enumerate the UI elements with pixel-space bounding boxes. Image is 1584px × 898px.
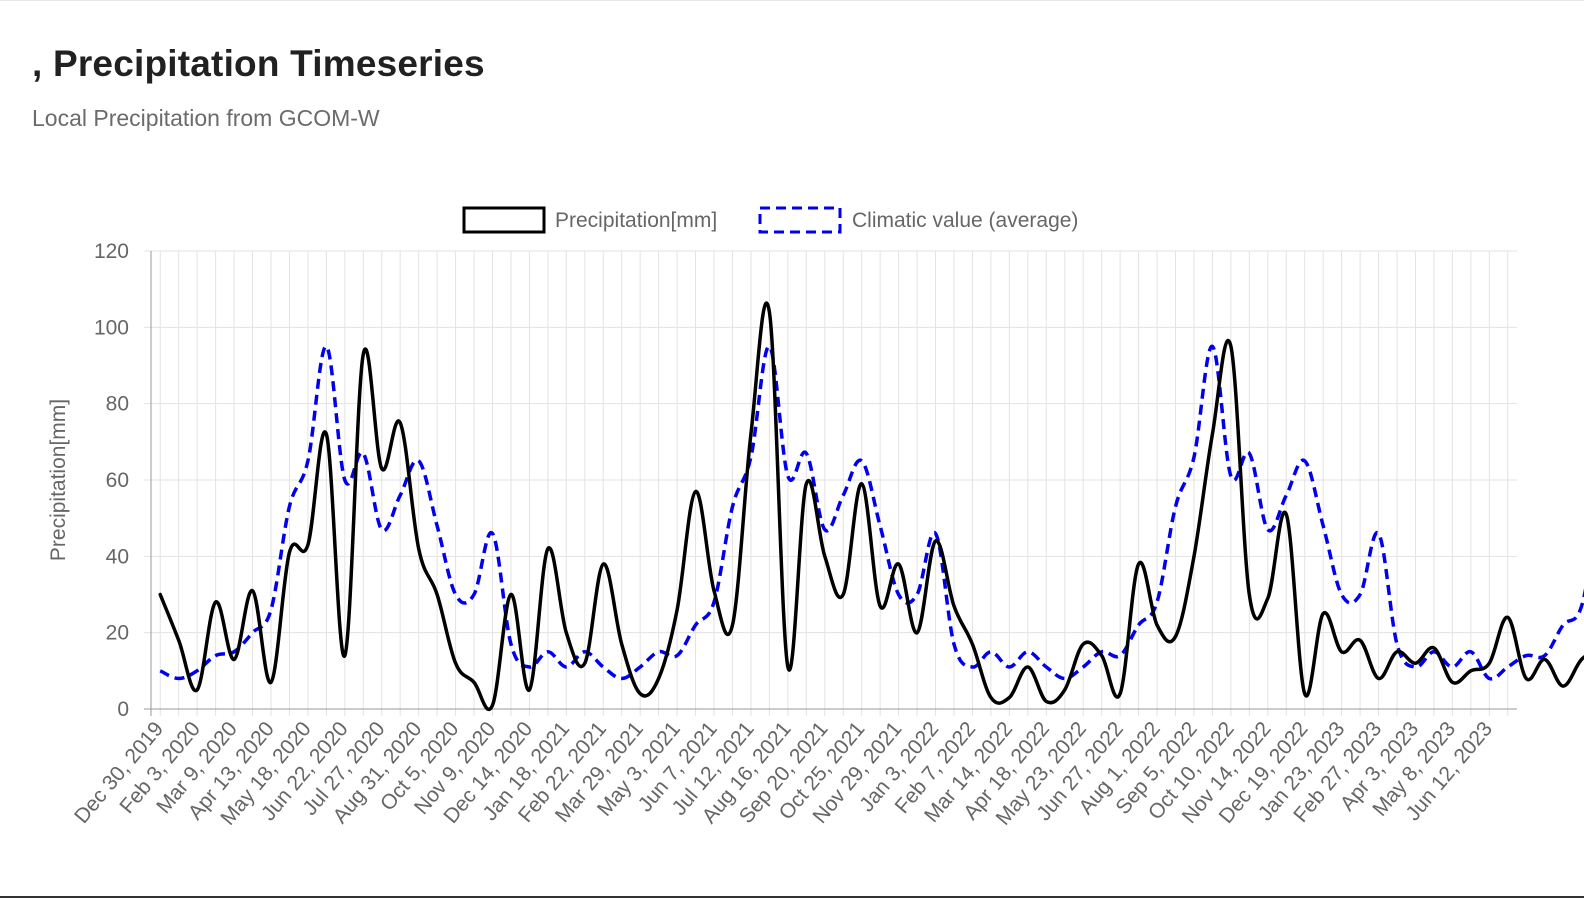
legend-swatch-climatic-average: [758, 206, 842, 234]
legend: Precipitation[mm] Climatic value (average…: [462, 206, 1078, 234]
series-line-climatic-average: [159, 344, 1584, 681]
y-axis-title: Precipitation[mm]: [47, 399, 70, 561]
y-tick-label: 40: [106, 545, 129, 568]
y-tick-label: 20: [106, 622, 129, 645]
grid-lines: [144, 250, 1517, 716]
y-tick-label: 80: [106, 393, 129, 416]
y-tick-label: 0: [117, 698, 129, 721]
y-tick-label: 120: [94, 240, 129, 263]
page-subtitle: Local Precipitation from GCOM-W: [32, 105, 380, 131]
page-title: , Precipitation Timeseries: [32, 43, 485, 84]
legend-swatch-precipitation: [462, 206, 546, 234]
legend-label-precipitation: Precipitation[mm]: [555, 209, 717, 232]
series-line-precipitation: [158, 301, 1584, 711]
series-lines: [158, 301, 1584, 711]
y-tick-label: 60: [106, 469, 129, 492]
legend-label-climatic-average: Climatic value (average): [852, 209, 1078, 232]
y-tick-label: 100: [94, 316, 129, 339]
